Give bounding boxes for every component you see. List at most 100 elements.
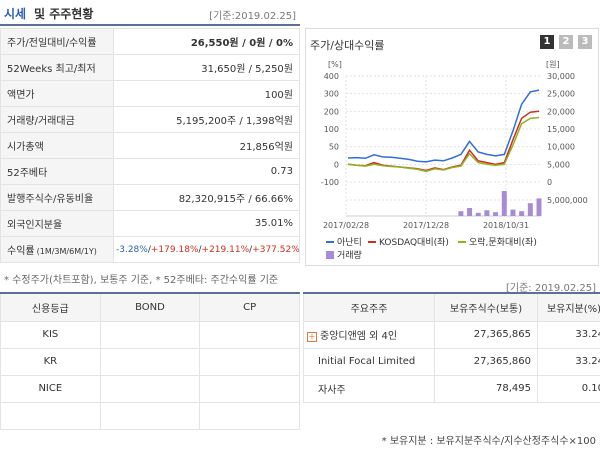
ratio: 0.10 — [537, 374, 600, 403]
date: [기준:2019.02.25] — [209, 11, 296, 22]
header: 신용등급 — [0, 292, 101, 322]
label: 52Weeks 최고/최저 — [0, 54, 114, 81]
holder: 자사주 — [303, 374, 435, 403]
expand-icon[interactable]: + — [307, 332, 317, 342]
header: 보유지분(%) — [537, 292, 600, 322]
value: 21,856억원 — [113, 132, 300, 159]
label: 거래량/거래대금 — [0, 106, 114, 133]
tab-button[interactable]: 1 — [540, 35, 554, 49]
return: +219.11% — [201, 244, 250, 255]
value: 100원 — [113, 80, 300, 107]
tab-button[interactable]: 3 — [578, 35, 592, 49]
row: 수익률 (1M/3M/6M/1Y) -3.28%/+179.18%/+219.11%… — [0, 236, 300, 263]
header-row: 주요주주 보유주식수(보통) 보유지분(%) — [303, 292, 600, 322]
holders-date: [기준: 2019.02.25] — [505, 283, 596, 294]
label: 액면가 — [0, 80, 114, 107]
shares: 27,365,860 — [434, 347, 538, 376]
cell — [99, 320, 201, 349]
agency: KR — [0, 347, 101, 376]
cell — [0, 401, 101, 430]
row: KIS — [0, 320, 300, 349]
volume-bar — [510, 209, 516, 216]
y2-tick-label: 30,000 — [547, 72, 575, 81]
separator: / — [249, 244, 253, 255]
legend-label: 거래량 — [337, 249, 362, 261]
value: 31,650원 / 5,250원 — [113, 54, 300, 81]
row: 발행주식수/유동비율 82,320,915주 / 66.66% — [0, 184, 300, 211]
cell — [99, 401, 201, 430]
label: 외국인지분율 — [0, 210, 114, 237]
credit-table: 신용등급 BOND CP KIS KR NICE — [0, 292, 300, 430]
value: -3.28%/+179.18%/+219.11%/+377.52% — [113, 236, 300, 263]
shares: 78,495 — [434, 374, 538, 403]
holder-name: 자사주 — [318, 385, 346, 396]
cell — [99, 347, 201, 376]
note: * 수정주가(차트포함), 보통주 기준, * 52주베타: 주간수익률 기준 — [4, 275, 279, 286]
holders-table: 주요주주 보유주식수(보통) 보유지분(%) + 중앙디앤엠 외 4인 27,365,86… — [303, 292, 600, 403]
y2-tick-label: 10,000 — [547, 143, 575, 152]
volume-bar — [458, 211, 464, 216]
y2-tick-label: 15,000 — [547, 125, 575, 134]
row: NICE — [0, 374, 300, 403]
value: 5,195,200주 / 1,398억원 — [113, 106, 300, 133]
title-rest: 및 주주현황 — [34, 7, 94, 21]
row — [0, 401, 300, 430]
agency: NICE — [0, 374, 101, 403]
volume-bar — [536, 198, 542, 216]
row: 액면가 100원 — [0, 80, 300, 107]
value: 35.01% — [113, 210, 300, 237]
label: 발행주식수/유동비율 — [0, 184, 114, 211]
row: KR — [0, 347, 300, 376]
return: +179.18% — [150, 244, 199, 255]
cell — [199, 374, 300, 403]
right-unit: [원] — [546, 60, 560, 69]
volume-bar — [467, 208, 473, 216]
holder: Initial Focal Limited — [303, 347, 435, 376]
ratio: 33.24 — [537, 320, 600, 349]
header: 주요주주 — [303, 292, 435, 322]
y2-tick-label: 20,000 — [547, 107, 575, 116]
y-tick-label: 300 — [324, 90, 339, 99]
separator: / — [147, 244, 151, 255]
shares: 27,365,865 — [434, 320, 538, 349]
holder-name: Initial Focal Limited — [318, 356, 416, 367]
row: 주가/전일대비/수익률 26,550원 / 0원 / 0% — [0, 28, 300, 55]
volume-bar — [475, 212, 481, 216]
left-unit: [%] — [328, 60, 342, 69]
y-tick-label: 50 — [329, 143, 339, 152]
legend-label: 오락,문화대비(좌) — [469, 236, 537, 248]
x-tick-label: 2018/10/31 — [483, 221, 529, 230]
cell — [99, 374, 201, 403]
tab-button[interactable]: 2 — [559, 35, 573, 49]
y2-tick-label: 25,000 — [547, 90, 575, 99]
holder-name: 중앙디앤엠 외 4인 — [320, 331, 398, 342]
legend-swatch — [326, 251, 334, 259]
label: 시가총액 — [0, 132, 114, 159]
series-line — [347, 89, 540, 163]
row: 시가총액 21,856억원 — [0, 132, 300, 159]
cell — [199, 320, 300, 349]
y-tick-label: 100 — [324, 125, 339, 134]
x-tick-label: 2017/12/28 — [403, 221, 449, 230]
return: -3.28% — [116, 244, 148, 255]
title-bar: 시세 및 주주현황 [기준:2019.02.25] — [0, 0, 300, 26]
value: 82,320,915주 / 66.66% — [113, 184, 300, 211]
y2-tick-label: 5,000 — [547, 160, 570, 169]
label: 수익률 (1M/3M/6M/1Y) — [0, 236, 114, 263]
holders-note: * 보유지분 : 보유지분주식수/지수산정주식수×100 — [381, 436, 596, 447]
value: 0.73 — [113, 158, 300, 185]
volume-bar — [527, 203, 533, 216]
return: +377.52% — [252, 244, 300, 255]
agency: KIS — [0, 320, 101, 349]
x-tick-label: 2017/02/28 — [323, 221, 369, 230]
return-periods: (1M/3M/6M/1Y) — [36, 247, 97, 256]
summary-table: 주가/전일대비/수익률 26,550원 / 0원 / 0% 52Weeks 최고/최… — [0, 28, 300, 263]
series-line — [347, 116, 540, 173]
label: 52주베타 — [0, 158, 114, 185]
